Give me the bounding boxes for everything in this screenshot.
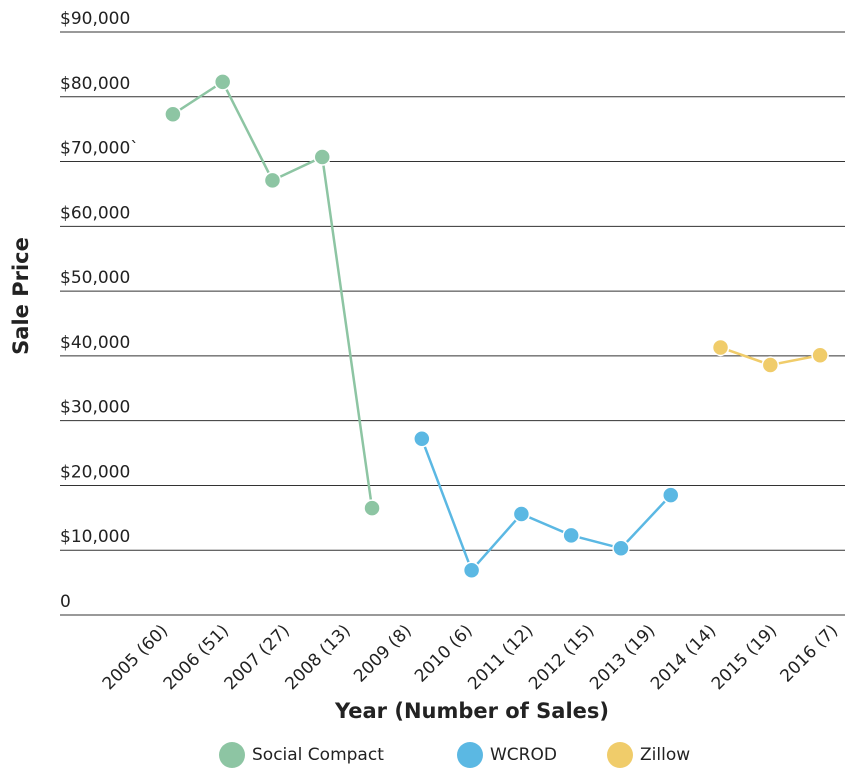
x-tick-label: 2006 (51): [160, 621, 233, 694]
data-point: [761, 356, 780, 374]
y-axis-title: Sale Price: [9, 237, 33, 355]
legend-label: Social Compact: [252, 745, 384, 765]
data-point: [164, 105, 182, 124]
x-tick-label: 2009 (8): [350, 621, 416, 687]
legend-swatch: [457, 742, 483, 768]
y-tick-label: $60,000: [60, 203, 130, 223]
y-tick-label: $70,000`: [60, 139, 139, 159]
data-point: [363, 499, 381, 517]
x-tick-label: 2011 (12): [464, 621, 537, 694]
legend-swatch: [219, 742, 245, 768]
series-line: [172, 80, 374, 509]
data-point: [711, 338, 730, 357]
x-tick-label: 2014 (14): [647, 621, 720, 694]
x-tick-label: 2012 (15): [525, 621, 598, 694]
data-point: [512, 505, 531, 523]
x-tick-label: 2013 (19): [586, 621, 659, 694]
x-tick-label: 2005 (60): [99, 621, 172, 694]
y-tick-label: 0: [60, 592, 71, 612]
x-tick-label: 2008 (13): [282, 621, 355, 694]
y-tick-label: $40,000: [60, 333, 130, 353]
y-tick-label: $50,000: [60, 268, 130, 288]
y-tick-label: $80,000: [60, 74, 130, 94]
y-tick-label: $90,000: [60, 9, 130, 29]
data-point: [213, 73, 232, 91]
y-tick-label: $20,000: [60, 462, 130, 482]
legend-label: Zillow: [640, 745, 690, 765]
data-point: [811, 346, 829, 364]
data-point: [612, 539, 630, 558]
legend-swatch: [607, 742, 633, 768]
x-tick-label: 2015 (19): [708, 621, 781, 694]
y-tick-label: $10,000: [60, 527, 130, 547]
x-axis-title: Year (Number of Sales): [334, 699, 609, 723]
data-point: [562, 526, 580, 545]
data-point: [413, 430, 431, 448]
x-tick-label: 2016 (7): [776, 621, 842, 687]
y-tick-label: $30,000: [60, 398, 130, 418]
data-point: [313, 148, 331, 166]
x-tick-label: 2007 (27): [221, 621, 294, 694]
data-point: [462, 561, 481, 580]
data-point: [662, 486, 680, 504]
legend-label: WCROD: [490, 745, 557, 765]
series-line: [420, 438, 672, 573]
data-point: [263, 171, 282, 190]
